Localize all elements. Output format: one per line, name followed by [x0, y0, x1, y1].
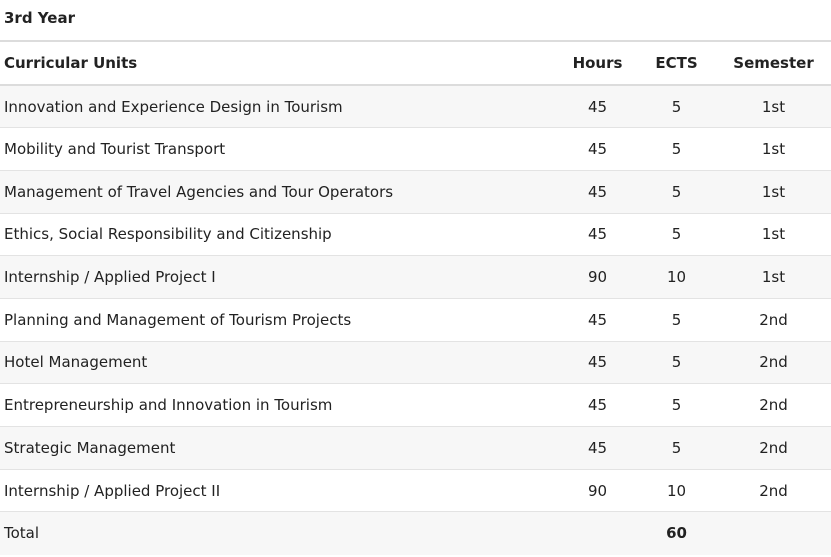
unit-ects: 5: [637, 297, 716, 342]
unit-semester: 2nd: [716, 426, 831, 470]
unit-hours: 45: [558, 127, 637, 171]
unit-name: Entrepreneurship and Innovation in Touri…: [0, 383, 558, 427]
unit-name: Management of Travel Agencies and Tour O…: [0, 169, 558, 214]
unit-semester: 2nd: [716, 383, 831, 427]
unit-name: Planning and Management of Tourism Proje…: [0, 297, 558, 342]
unit-ects: 5: [637, 426, 716, 470]
unit-ects: 5: [637, 383, 716, 427]
table-row: Hotel Management 45 5 2nd: [0, 340, 831, 384]
table-row: Ethics, Social Responsibility and Citize…: [0, 212, 831, 256]
total-hours: [558, 511, 637, 555]
unit-name: Ethics, Social Responsibility and Citize…: [0, 212, 558, 256]
unit-hours: 45: [558, 169, 637, 214]
unit-semester: 1st: [716, 169, 831, 214]
unit-ects: 10: [637, 255, 716, 299]
unit-semester: 2nd: [716, 468, 831, 512]
table-row: Entrepreneurship and Innovation in Touri…: [0, 383, 831, 427]
header-ects: ECTS: [637, 40, 716, 86]
table-header: Curricular Units Hours ECTS Semester: [0, 40, 831, 86]
unit-ects: 5: [637, 127, 716, 171]
unit-ects: 5: [637, 84, 716, 128]
table-row: Strategic Management 45 5 2nd: [0, 426, 831, 470]
unit-hours: 45: [558, 426, 637, 470]
unit-name: Internship / Applied Project I: [0, 255, 558, 299]
table-row: Internship / Applied Project I 90 10 1st: [0, 255, 831, 299]
unit-name: Internship / Applied Project II: [0, 468, 558, 512]
unit-hours: 90: [558, 468, 637, 512]
unit-hours: 45: [558, 383, 637, 427]
header-hours: Hours: [558, 40, 637, 86]
table-row: Innovation and Experience Design in Tour…: [0, 84, 831, 128]
total-semester: [716, 511, 831, 555]
unit-semester: 2nd: [716, 297, 831, 342]
unit-ects: 5: [637, 340, 716, 384]
unit-hours: 90: [558, 255, 637, 299]
header-row: Curricular Units Hours ECTS Semester: [0, 40, 831, 86]
unit-hours: 45: [558, 84, 637, 128]
table-row: Planning and Management of Tourism Proje…: [0, 297, 831, 342]
unit-name: Strategic Management: [0, 426, 558, 470]
table-row: Internship / Applied Project II 90 10 2n…: [0, 468, 831, 512]
unit-semester: 1st: [716, 127, 831, 171]
unit-semester: 1st: [716, 84, 831, 128]
total-ects: 60: [637, 511, 716, 555]
unit-hours: 45: [558, 212, 637, 256]
unit-hours: 45: [558, 297, 637, 342]
table-row: Mobility and Tourist Transport 45 5 1st: [0, 127, 831, 171]
unit-ects: 10: [637, 468, 716, 512]
unit-ects: 5: [637, 212, 716, 256]
curricular-units-table: Curricular Units Hours ECTS Semester Inn…: [0, 40, 831, 555]
unit-semester: 1st: [716, 212, 831, 256]
unit-semester: 2nd: [716, 340, 831, 384]
total-label: Total: [0, 511, 558, 555]
unit-name: Hotel Management: [0, 340, 558, 384]
header-semester: Semester: [716, 40, 831, 86]
unit-name: Mobility and Tourist Transport: [0, 127, 558, 171]
unit-ects: 5: [637, 169, 716, 214]
unit-hours: 45: [558, 340, 637, 384]
table-row: Management of Travel Agencies and Tour O…: [0, 169, 831, 214]
header-curricular-units: Curricular Units: [0, 40, 558, 86]
table-body: Innovation and Experience Design in Tour…: [0, 84, 831, 555]
unit-name: Innovation and Experience Design in Tour…: [0, 84, 558, 128]
total-row: Total 60: [0, 511, 831, 555]
unit-semester: 1st: [716, 255, 831, 299]
year-title: 3rd Year: [4, 9, 75, 27]
